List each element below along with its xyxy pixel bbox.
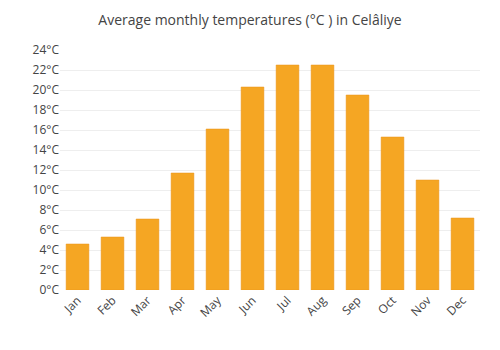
svg-text:20°C: 20°C <box>33 81 60 98</box>
svg-text:Mar: Mar <box>127 292 155 320</box>
svg-text:Sep: Sep <box>338 292 365 319</box>
svg-text:4°C: 4°C <box>39 241 59 258</box>
svg-text:Jan: Jan <box>60 292 85 317</box>
svg-text:Aug: Aug <box>302 292 330 320</box>
svg-text:22°C: 22°C <box>33 61 60 78</box>
svg-text:Average monthly temperatures (: Average monthly temperatures (°C ) in Ce… <box>98 10 401 29</box>
svg-text:18°C: 18°C <box>33 101 60 118</box>
svg-text:16°C: 16°C <box>33 121 60 138</box>
svg-text:Nov: Nov <box>407 292 435 320</box>
svg-text:Apr: Apr <box>164 292 190 318</box>
svg-text:10°C: 10°C <box>33 181 60 198</box>
svg-text:2°C: 2°C <box>39 261 59 278</box>
svg-text:Dec: Dec <box>443 292 470 319</box>
svg-text:12°C: 12°C <box>33 161 60 178</box>
svg-text:0°C: 0°C <box>39 281 59 298</box>
svg-text:6°C: 6°C <box>39 221 59 238</box>
svg-text:8°C: 8°C <box>39 201 59 218</box>
svg-text:May: May <box>196 291 225 320</box>
svg-text:14°C: 14°C <box>33 141 60 158</box>
svg-text:Oct: Oct <box>374 292 400 318</box>
svg-text:24°C: 24°C <box>33 41 60 58</box>
svg-text:Jul: Jul <box>272 292 294 314</box>
svg-text:Jun: Jun <box>234 292 259 317</box>
svg-text:Feb: Feb <box>93 292 119 318</box>
